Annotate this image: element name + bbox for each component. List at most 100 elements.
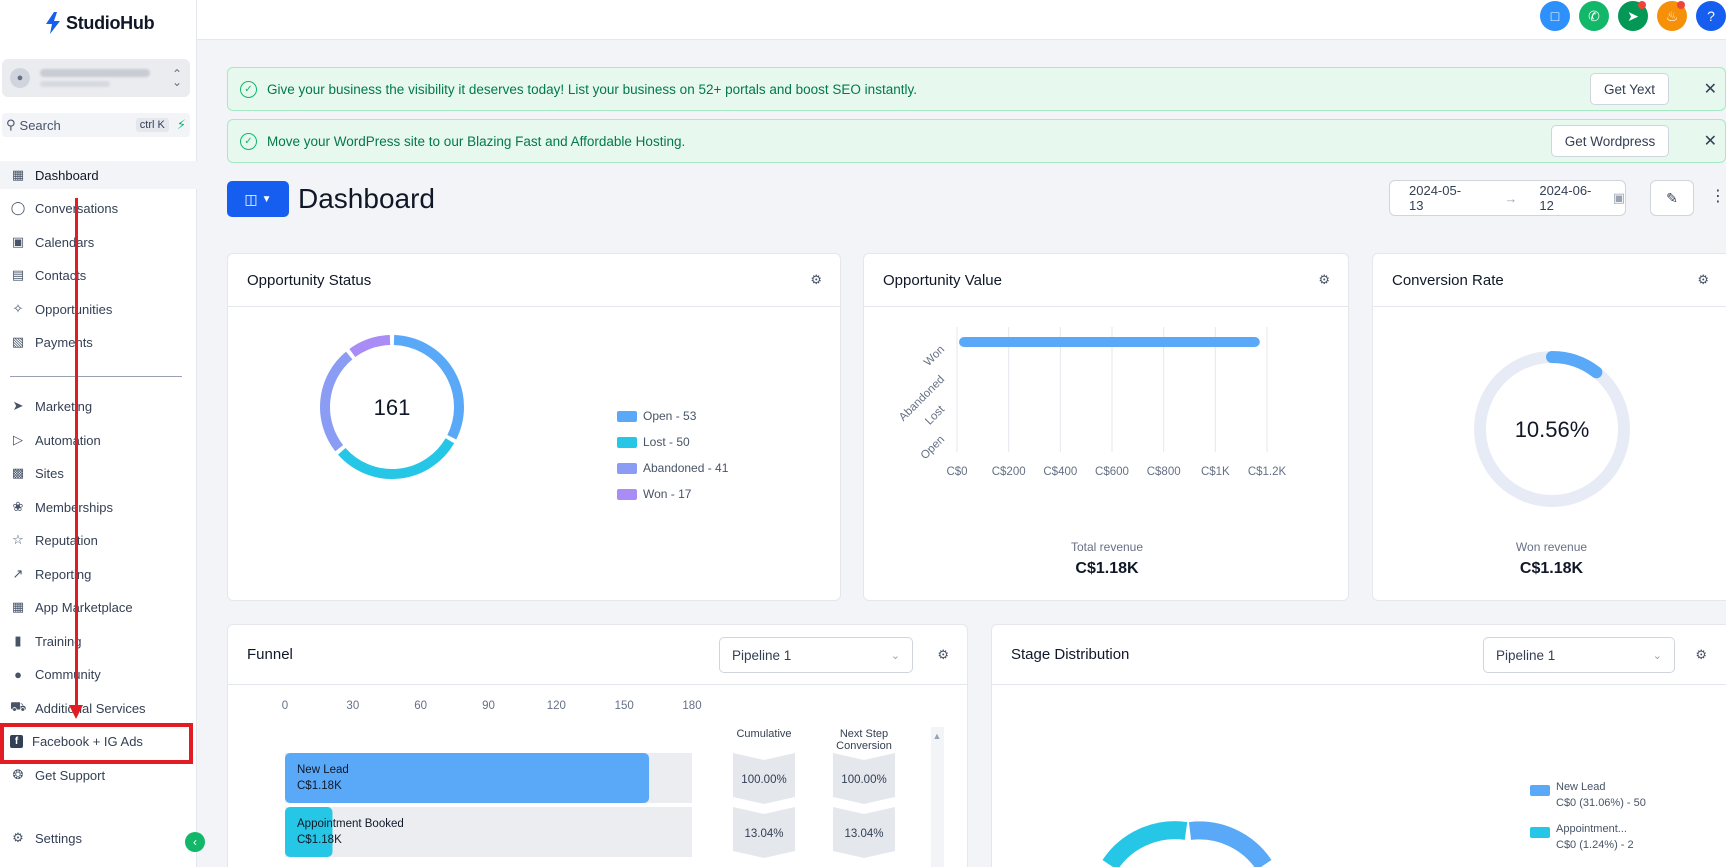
top-bar: □ ✆ ➤ ♨ ?: [197, 0, 1726, 40]
stage-distribution-card: Stage Distribution ⚙ Pipeline 1 ⌄ New Lea…: [991, 624, 1726, 867]
cart-icon: ⛟: [10, 699, 27, 714]
sidebar-item-settings[interactable]: ⚙ Settings: [0, 824, 197, 852]
dashboard-switcher-button[interactable]: ◫ ▼: [227, 181, 289, 217]
sidebar-item-memberships[interactable]: ❀ Memberships: [0, 493, 197, 521]
get-wordpress-button[interactable]: Get Wordpress: [1551, 125, 1669, 157]
donut-segment-lost[interactable]: [338, 438, 455, 479]
sidebar-item-label: Memberships: [35, 500, 113, 515]
date-range-picker[interactable]: 2024-05-13 → 2024-06-12 ▣: [1389, 180, 1626, 216]
filter-icon[interactable]: ⚙: [1695, 646, 1707, 662]
sites-icon: ▩: [11, 465, 25, 480]
get-yext-button[interactable]: Get Yext: [1590, 73, 1669, 105]
more-options-icon[interactable]: ⋮: [1710, 188, 1726, 205]
card-header: Funnel ⚙: [228, 625, 967, 685]
sidebar-item-additional-services[interactable]: ⛟ Additional Services: [0, 694, 197, 722]
account-switcher[interactable]: ● ⌃ ⌄: [2, 59, 190, 97]
sidebar-item-label: Payments: [35, 334, 93, 350]
support-icon: ❂: [12, 767, 24, 782]
funnel-pipeline-select[interactable]: Pipeline 1 ⌄: [719, 637, 913, 673]
sidebar-item-label: Dashboard: [35, 167, 99, 183]
card-header: Opportunity Value ⚙: [864, 254, 1348, 307]
close-icon[interactable]: ✕: [1703, 133, 1717, 150]
chevron-down-icon: ⌄: [890, 649, 900, 662]
sidebar-item-label: Opportunities: [35, 301, 113, 317]
sidebar-divider: [10, 376, 182, 377]
annotation-arrow-head: [69, 705, 83, 719]
brand-logo[interactable]: StudioHub: [44, 12, 155, 34]
next-step-shape: [833, 807, 895, 858]
legend-item-new-lead[interactable]: New Lead C$0 (31.06%) - 50: [1530, 779, 1646, 811]
card-title: Funnel: [247, 646, 293, 663]
bar-won[interactable]: [959, 337, 1260, 347]
filter-icon[interactable]: ⚙: [1697, 272, 1709, 287]
filter-icon[interactable]: ⚙: [937, 646, 949, 662]
sidebar-item-dashboard[interactable]: ▦ Dashboard: [0, 161, 197, 189]
funnel-bar[interactable]: [285, 753, 650, 803]
sidebar-item-conversations[interactable]: ◯Conversations: [0, 194, 197, 222]
bell-icon[interactable]: ♨: [1657, 1, 1687, 31]
funnel-chart: 0 30 60 90 120 150 180 New Lead C$1.18K Appointm…: [282, 700, 944, 867]
legend-item-abandoned[interactable]: Abandoned - 41: [617, 461, 728, 475]
legend-item-lost[interactable]: Lost - 50: [617, 435, 690, 449]
card-header: Stage Distribution ⚙: [992, 625, 1726, 685]
chevron-down-icon: ▼: [261, 193, 272, 205]
sidebar-item-label: Training: [35, 633, 82, 649]
donut-segment-appointment[interactable]: [1102, 821, 1188, 867]
sidebar-item-get-support[interactable]: ❂ Get Support: [0, 761, 197, 789]
edit-dashboard-button[interactable]: ✎: [1650, 180, 1694, 216]
sidebar-item-sites[interactable]: ▩ Sites: [0, 459, 197, 487]
filter-icon[interactable]: ⚙: [810, 272, 822, 287]
total-revenue-label: Total revenue: [1070, 540, 1144, 554]
sidebar-item-community[interactable]: ● Community: [0, 660, 197, 688]
gauge-value-arc: [1546, 351, 1603, 379]
sidebar-item-training[interactable]: ▮ Training: [0, 627, 197, 655]
y-tick-label: Lost: [923, 403, 947, 427]
page-title: Dashboard: [298, 183, 435, 214]
bolt-icon[interactable]: ⚡: [176, 117, 186, 132]
x-tick-label: 30: [346, 700, 359, 712]
phone-icon[interactable]: ✆: [1579, 1, 1609, 31]
x-tick-label: C$1.2K: [1248, 466, 1287, 478]
stage-pipeline-select[interactable]: Pipeline 1 ⌄: [1483, 637, 1675, 673]
x-tick-label: 180: [682, 700, 701, 712]
funnel-card: Funnel ⚙ Pipeline 1 ⌄ 0 30 60 90 120 150 180 Ne…: [227, 624, 968, 867]
sidebar-item-label: Contacts: [35, 267, 87, 283]
donut-segment-won[interactable]: [349, 335, 391, 358]
sidebar: StudioHub ● ⌃ ⌄ ⚲ Search ctrl K ⚡ ▦ Dashbo…: [0, 0, 197, 867]
search-bar[interactable]: ⚲ Search ctrl K ⚡: [2, 113, 190, 137]
funnel-stage-value: C$1.18K: [297, 780, 342, 792]
filter-icon[interactable]: ⚙: [1318, 272, 1330, 287]
donut-segment-new-lead[interactable]: [1188, 821, 1272, 867]
total-revenue-value: C$1.18K: [1075, 560, 1139, 577]
sidebar-item-automation[interactable]: ▷ Automation: [0, 426, 197, 454]
sidebar-item-reporting[interactable]: ↗ Reporting: [0, 560, 197, 588]
sidebar-item-calendars[interactable]: ▣ Calendars: [0, 228, 197, 256]
legend-item-appointment[interactable]: Appointment... C$0 (1.24%) - 2: [1530, 821, 1634, 853]
donut-segment-abandoned[interactable]: [320, 351, 353, 452]
chat-widget-icon[interactable]: □: [1540, 1, 1570, 31]
funnel-stage-name: New Lead: [297, 764, 349, 776]
sidebar-item-label: Calendars: [35, 234, 95, 250]
sidebar-item-label: Automation: [35, 432, 101, 448]
gear-icon: ⚙: [12, 830, 24, 845]
sidebar-item-marketing[interactable]: ➤ Marketing: [0, 392, 197, 420]
help-icon[interactable]: ?: [1696, 1, 1726, 31]
sidebar-item-contacts[interactable]: ▤ Contacts: [0, 261, 197, 289]
sidebar-item-opportunities[interactable]: ✧ Opportunities: [0, 295, 197, 323]
close-icon[interactable]: ✕: [1703, 81, 1717, 98]
sidebar-item-app-marketplace[interactable]: ▦ App Marketplace: [0, 593, 197, 621]
donut-segment-open[interactable]: [393, 335, 464, 440]
legend-item-won[interactable]: Won - 17: [617, 487, 691, 501]
legend-item-open[interactable]: Open - 53: [617, 409, 696, 423]
scroll-up-icon[interactable]: ▲: [933, 731, 942, 741]
sidebar-item-facebook-ig-ads[interactable]: f Facebook + IG Ads: [0, 727, 197, 755]
funnel-row-track: [285, 807, 692, 857]
sidebar-item-payments[interactable]: ▧ Payments: [0, 328, 197, 356]
scrollbar-track[interactable]: [931, 727, 944, 867]
funnel-bar[interactable]: [285, 807, 333, 857]
sidebar-item-reputation[interactable]: ☆ Reputation: [0, 526, 197, 554]
community-icon: ●: [14, 666, 22, 682]
collapse-sidebar-button[interactable]: ‹: [185, 832, 205, 852]
megaphone-icon[interactable]: ➤: [1618, 1, 1648, 31]
